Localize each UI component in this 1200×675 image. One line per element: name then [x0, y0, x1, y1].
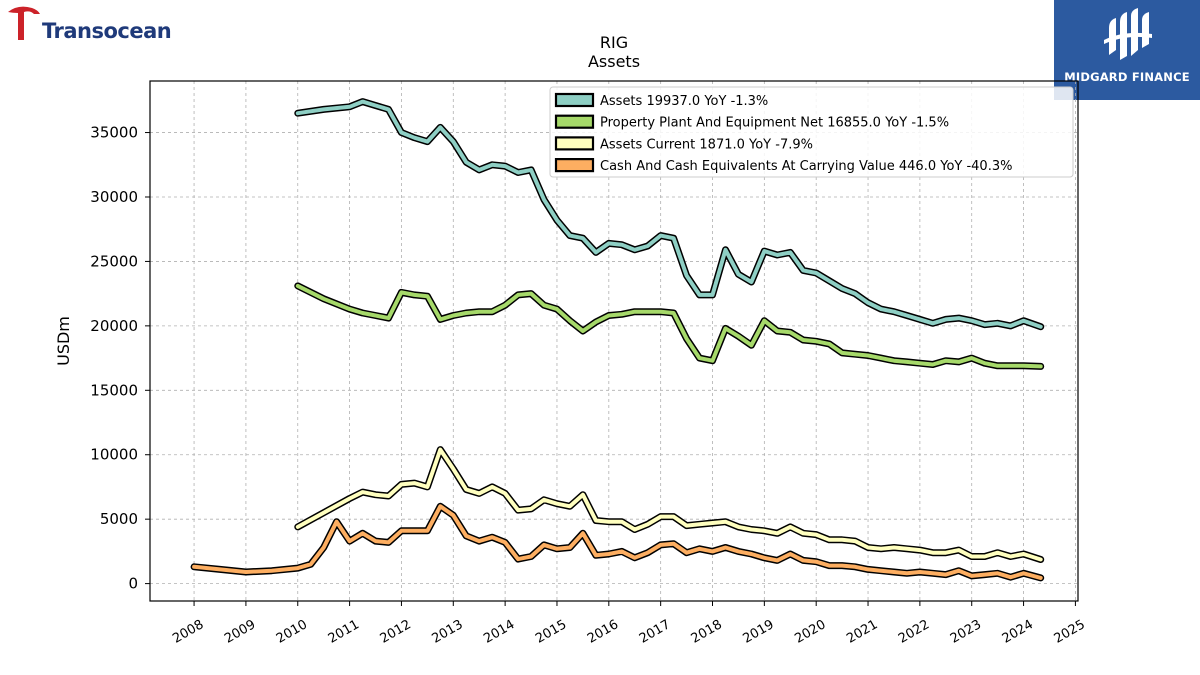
- x-tick-label: 2024: [1000, 617, 1036, 647]
- legend: Assets 19937.0 YoY -1.3% Property Plant A…: [549, 86, 1074, 178]
- x-tick-label: 2013: [429, 617, 465, 647]
- legend-entry: Assets 19937.0 YoY -1.3%: [600, 94, 768, 109]
- y-axis-label: USDm: [54, 316, 73, 366]
- midgard-wordmark: MIDGARD FINANCE: [1064, 70, 1190, 84]
- legend-entry: Assets Current 1871.0 YoY -7.9%: [600, 137, 813, 152]
- x-tick-label: 2017: [637, 617, 673, 647]
- y-tick-label: 20000: [90, 317, 138, 335]
- chart-subtitle: Assets: [588, 52, 640, 71]
- legend-swatch: [554, 92, 595, 108]
- y-tick-label: 25000: [90, 252, 138, 270]
- chart-title: RIG: [600, 33, 628, 52]
- y-tick-label: 15000: [90, 381, 138, 399]
- x-tick-label: 2019: [741, 617, 777, 647]
- x-tick-label: 2008: [170, 617, 206, 647]
- x-tick-label: 2015: [533, 617, 569, 647]
- legend-box: [549, 86, 1074, 178]
- x-tick-label: 2021: [844, 617, 880, 647]
- y-tick-label: 0: [128, 575, 138, 593]
- legend-entry: Cash And Cash Equivalents At Carrying Va…: [600, 159, 1012, 174]
- transocean-logo: Transocean: [4, 4, 194, 48]
- x-tick-label: 2016: [585, 617, 621, 647]
- series-line-0: [295, 99, 1043, 329]
- y-tick-label: 30000: [90, 188, 138, 206]
- x-tick-label: 2025: [1052, 617, 1088, 647]
- series-lines: [190, 98, 1045, 582]
- logo-t-glyph: [8, 6, 40, 40]
- x-tick-label: 2010: [274, 617, 310, 647]
- x-tick-label: 2014: [481, 617, 517, 647]
- y-tick-label: 5000: [100, 510, 138, 528]
- legend-swatch: [554, 158, 595, 173]
- x-tick-label: 2012: [378, 617, 414, 647]
- x-tick-label: 2011: [326, 617, 362, 647]
- series-line-2: [295, 447, 1043, 562]
- series-line-3: [192, 504, 1043, 580]
- y-tick-label: 10000: [90, 446, 138, 464]
- midgard-emblem-icon: [1104, 8, 1152, 60]
- x-tick-label: 2018: [689, 617, 725, 647]
- legend-entry: Property Plant And Equipment Net 16855.0…: [600, 116, 949, 131]
- series-line-1: [295, 283, 1043, 369]
- transocean-logo-mark: Transocean: [8, 6, 172, 43]
- x-tick-label: 2020: [792, 617, 828, 647]
- transocean-wordmark: Transocean: [42, 19, 171, 43]
- plot-frame: [149, 80, 1079, 602]
- x-tick-label: 2022: [896, 617, 932, 647]
- x-tick-label: 2009: [222, 617, 258, 647]
- legend-swatch: [554, 114, 595, 129]
- x-axis: 2008 2009 2010 2011 2012 2013 2014 2015 2016 2017…: [170, 601, 1088, 647]
- legend-swatch: [554, 136, 595, 151]
- y-axis: 0 5000 10000 15000 20000 25000 30000 35000: [90, 124, 150, 593]
- y-tick-label: 35000: [90, 124, 138, 142]
- x-tick-label: 2023: [948, 617, 984, 647]
